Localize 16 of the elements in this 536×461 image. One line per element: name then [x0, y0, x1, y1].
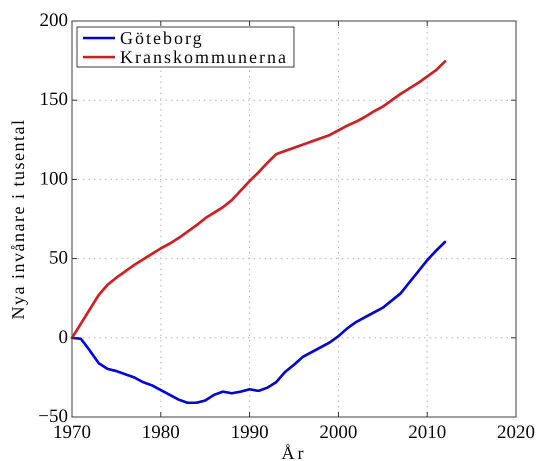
y-tick-label: 100	[40, 168, 68, 190]
x-tick-label: 1970	[53, 422, 91, 443]
y-tick-label: 50	[49, 248, 68, 269]
x-tick-label: 1980	[142, 422, 180, 443]
legend-label: Göteborg	[120, 28, 204, 48]
x-tick-label: 1990	[230, 422, 269, 443]
x-tick-label: 2020	[497, 422, 535, 443]
y-axis-title: Nya invånare i tusental	[8, 118, 28, 320]
line-series	[70, 240, 446, 404]
legend-label: Kranskommunerna	[120, 47, 288, 67]
y-tick-label: 200	[40, 10, 68, 31]
x-tick-label: 2010	[408, 422, 446, 443]
x-tick-label: 2000	[319, 422, 358, 443]
y-tick-label: 150	[40, 89, 68, 110]
x-axis-title: År	[282, 443, 306, 461]
y-tick-label: 0	[58, 326, 68, 348]
